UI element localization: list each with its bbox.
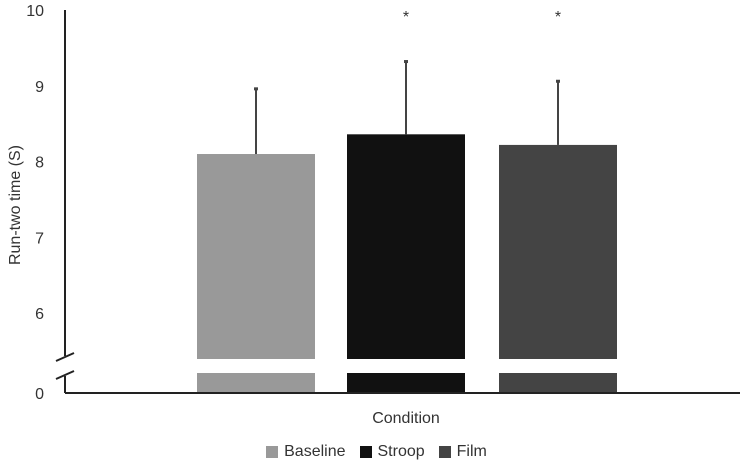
legend-label-baseline: Baseline — [284, 443, 346, 460]
x-axis-title: Condition — [372, 410, 440, 427]
axes — [55, 10, 740, 394]
bar-baseline-upper — [197, 154, 315, 359]
y-tick-label: 9 — [35, 79, 44, 96]
axis-break-mark-upper — [55, 352, 75, 362]
y-axis-title: Run-two time (S) — [7, 145, 24, 265]
significance-marker-film: * — [555, 9, 561, 26]
y-tick-label: 0 — [35, 386, 44, 403]
bar-film-upper — [499, 144, 617, 359]
y-tick-label: 6 — [35, 306, 44, 323]
legend-swatch-stroop — [359, 446, 372, 458]
legend-item-baseline: Baseline — [266, 443, 346, 461]
legend-label-film: Film — [456, 443, 487, 460]
bar-baseline-lower — [197, 373, 315, 393]
significance-marker-stroop: * — [403, 9, 409, 26]
y-tick-label: 7 — [35, 230, 44, 247]
bar-stroop-upper — [347, 134, 465, 359]
bar-stroop-lower — [347, 373, 465, 393]
legend-swatch-film — [438, 446, 451, 458]
legend-item-film: Film — [438, 443, 487, 461]
axis-break-mark-lower — [55, 370, 75, 380]
y-axis-ticks: 0 6 7 8 9 10 — [26, 3, 44, 403]
bars-group: * * — [197, 9, 617, 393]
legend: Baseline Stroop Film — [0, 440, 753, 464]
legend-item-stroop: Stroop — [359, 443, 425, 461]
bar-film-lower — [499, 373, 617, 393]
legend-swatch-baseline — [266, 446, 279, 458]
y-tick-label: 10 — [26, 3, 44, 20]
y-tick-label: 8 — [35, 155, 44, 172]
legend-label-stroop: Stroop — [377, 443, 425, 460]
